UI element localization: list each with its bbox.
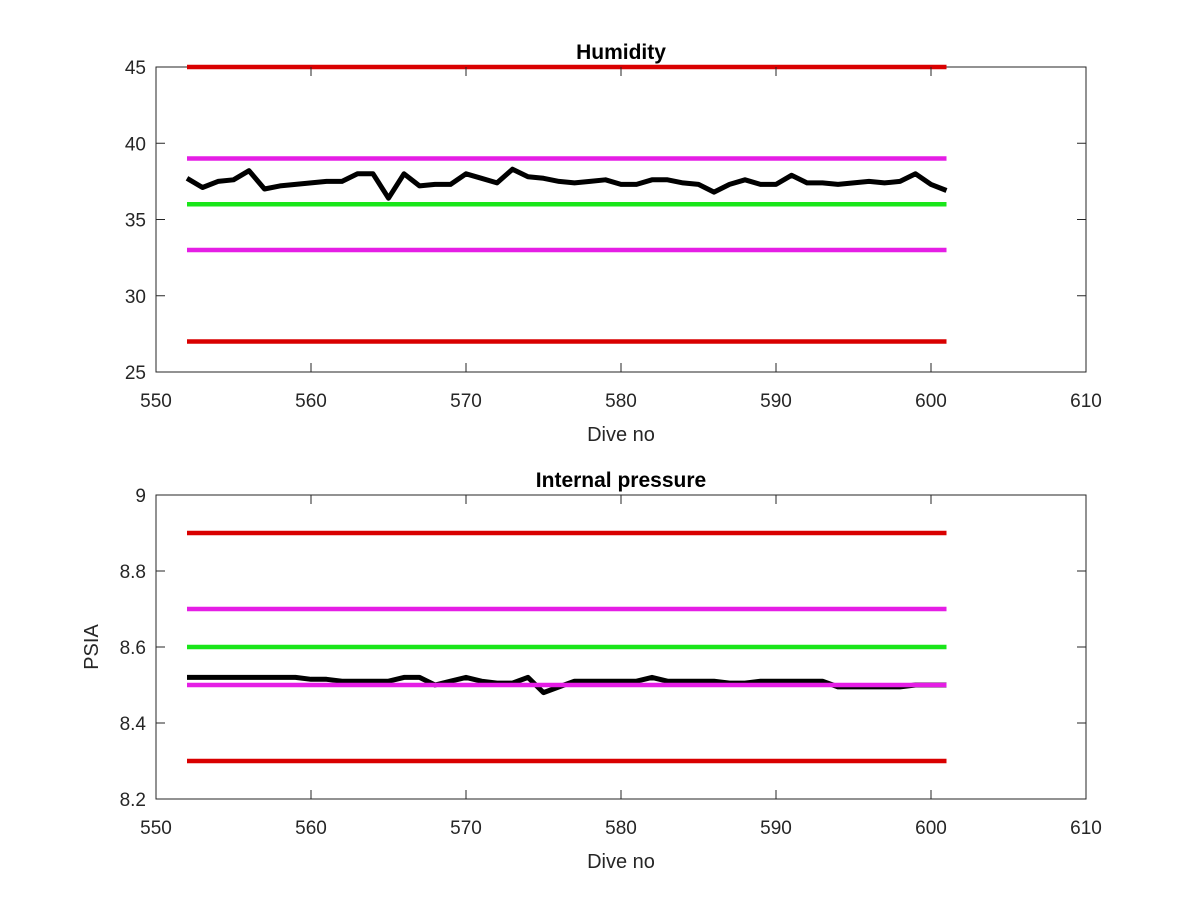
x-axis-label: Dive no [587, 851, 655, 873]
y-tick-label: 8.6 [120, 638, 146, 659]
y-tick-label: 35 [125, 211, 146, 232]
x-tick-label: 600 [915, 818, 947, 839]
chart-panel-1: 550 560 570 580 590 600 610 25 30 35 40 45 Humidity D… [125, 41, 1102, 446]
chart-title: Internal pressure [536, 469, 706, 492]
chart-panel-2: 550 560 570 580 590 600 610 8.2 8.4 8.6 8.8 9 Intern… [81, 469, 1102, 873]
plot-area-frame [155, 66, 1087, 373]
y-axis-label: PSIA [81, 624, 103, 670]
x-tick-label: 600 [915, 391, 947, 412]
y-tick-label: 8.2 [120, 790, 146, 811]
x-tick-label: 570 [450, 391, 482, 412]
x-tick-label: 580 [605, 391, 637, 412]
x-tick-label: 560 [295, 391, 327, 412]
y-tick-label: 8.4 [120, 714, 147, 735]
x-tick-label: 580 [605, 818, 637, 839]
x-tick-label: 570 [450, 818, 482, 839]
y-tick-label: 40 [125, 134, 146, 155]
y-tick-label: 25 [125, 363, 146, 384]
x-tick-label: 550 [140, 818, 172, 839]
y-tick-label: 30 [125, 287, 146, 308]
y-tick-label: 8.8 [120, 562, 146, 583]
x-tick-label: 590 [760, 391, 792, 412]
x-tick-label: 560 [295, 818, 327, 839]
x-tick-label: 610 [1070, 818, 1102, 839]
x-axis-label: Dive no [587, 424, 655, 446]
x-tick-label: 610 [1070, 391, 1102, 412]
chart-title: Humidity [576, 41, 666, 64]
y-tick-label: 45 [125, 58, 146, 79]
y-tick-label: 9 [135, 486, 146, 507]
x-tick-label: 550 [140, 391, 172, 412]
measured-series-line [185, 166, 948, 201]
x-tick-label: 590 [760, 818, 792, 839]
